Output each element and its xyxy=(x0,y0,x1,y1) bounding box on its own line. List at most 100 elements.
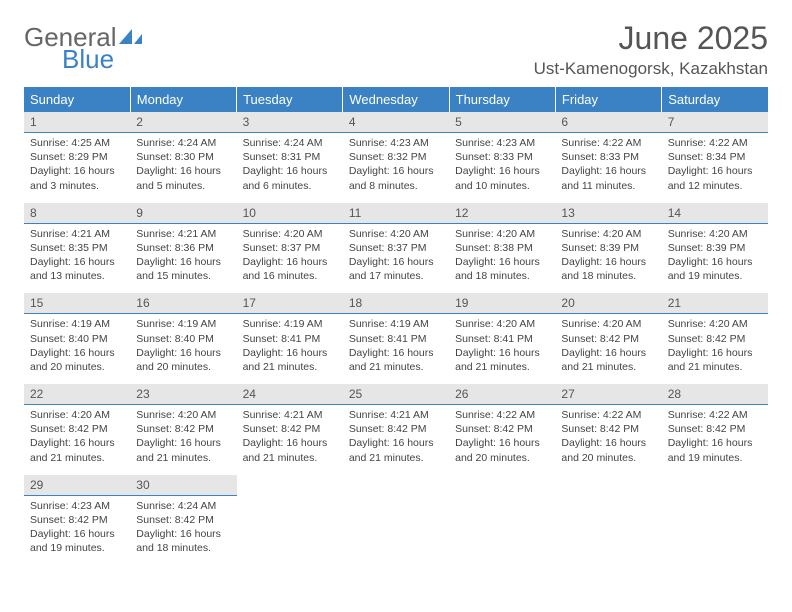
sunrise-line: Sunrise: 4:22 AM xyxy=(561,408,655,422)
sunset-line: Sunset: 8:42 PM xyxy=(30,422,124,436)
sunset-line: Sunset: 8:41 PM xyxy=(455,332,549,346)
weekday-header: Tuesday xyxy=(237,87,343,112)
calendar-cell: 20Sunrise: 4:20 AMSunset: 8:42 PMDayligh… xyxy=(555,293,661,384)
calendar-cell: 23Sunrise: 4:20 AMSunset: 8:42 PMDayligh… xyxy=(130,384,236,475)
day-details: Sunrise: 4:21 AMSunset: 8:35 PMDaylight:… xyxy=(24,224,130,294)
daylight-line: Daylight: 16 hours and 10 minutes. xyxy=(455,164,549,192)
sunset-line: Sunset: 8:42 PM xyxy=(668,332,762,346)
day-details: Sunrise: 4:22 AMSunset: 8:34 PMDaylight:… xyxy=(662,133,768,203)
sunrise-line: Sunrise: 4:22 AM xyxy=(561,136,655,150)
daylight-line: Daylight: 16 hours and 19 minutes. xyxy=(668,436,762,464)
calendar-row: 15Sunrise: 4:19 AMSunset: 8:40 PMDayligh… xyxy=(24,293,768,384)
sunset-line: Sunset: 8:40 PM xyxy=(30,332,124,346)
month-title: June 2025 xyxy=(534,20,768,57)
sunrise-line: Sunrise: 4:19 AM xyxy=(349,317,443,331)
daylight-line: Daylight: 16 hours and 21 minutes. xyxy=(349,436,443,464)
day-number: 6 xyxy=(555,112,661,133)
sunset-line: Sunset: 8:31 PM xyxy=(243,150,337,164)
sunrise-line: Sunrise: 4:19 AM xyxy=(30,317,124,331)
calendar-cell: 18Sunrise: 4:19 AMSunset: 8:41 PMDayligh… xyxy=(343,293,449,384)
daylight-line: Daylight: 16 hours and 18 minutes. xyxy=(455,255,549,283)
day-details: Sunrise: 4:23 AMSunset: 8:33 PMDaylight:… xyxy=(449,133,555,203)
daylight-line: Daylight: 16 hours and 17 minutes. xyxy=(349,255,443,283)
day-number: 17 xyxy=(237,293,343,314)
calendar-cell: 4Sunrise: 4:23 AMSunset: 8:32 PMDaylight… xyxy=(343,112,449,203)
sunrise-line: Sunrise: 4:21 AM xyxy=(136,227,230,241)
calendar-cell: 28Sunrise: 4:22 AMSunset: 8:42 PMDayligh… xyxy=(662,384,768,475)
day-number: 21 xyxy=(662,293,768,314)
day-number: 14 xyxy=(662,203,768,224)
daylight-line: Daylight: 16 hours and 18 minutes. xyxy=(136,527,230,555)
day-number: 30 xyxy=(130,475,236,496)
daylight-line: Daylight: 16 hours and 19 minutes. xyxy=(30,527,124,555)
daylight-line: Daylight: 16 hours and 21 minutes. xyxy=(243,436,337,464)
day-number: 29 xyxy=(24,475,130,496)
weekday-header: Thursday xyxy=(449,87,555,112)
calendar-cell: 11Sunrise: 4:20 AMSunset: 8:37 PMDayligh… xyxy=(343,203,449,294)
sunset-line: Sunset: 8:33 PM xyxy=(561,150,655,164)
daylight-line: Daylight: 16 hours and 20 minutes. xyxy=(136,346,230,374)
calendar-cell: 12Sunrise: 4:20 AMSunset: 8:38 PMDayligh… xyxy=(449,203,555,294)
day-details: Sunrise: 4:20 AMSunset: 8:41 PMDaylight:… xyxy=(449,314,555,384)
day-details: Sunrise: 4:21 AMSunset: 8:42 PMDaylight:… xyxy=(343,405,449,475)
calendar-cell: 25Sunrise: 4:21 AMSunset: 8:42 PMDayligh… xyxy=(343,384,449,475)
day-number: 16 xyxy=(130,293,236,314)
day-details: Sunrise: 4:20 AMSunset: 8:39 PMDaylight:… xyxy=(662,224,768,294)
sunset-line: Sunset: 8:42 PM xyxy=(561,332,655,346)
sunrise-line: Sunrise: 4:22 AM xyxy=(668,408,762,422)
day-number: 10 xyxy=(237,203,343,224)
day-number: 22 xyxy=(24,384,130,405)
day-number: 11 xyxy=(343,203,449,224)
day-details: Sunrise: 4:19 AMSunset: 8:41 PMDaylight:… xyxy=(343,314,449,384)
day-details: Sunrise: 4:25 AMSunset: 8:29 PMDaylight:… xyxy=(24,133,130,203)
calendar-row: 1Sunrise: 4:25 AMSunset: 8:29 PMDaylight… xyxy=(24,112,768,203)
calendar-cell xyxy=(662,475,768,566)
weekday-header: Saturday xyxy=(662,87,768,112)
sunset-line: Sunset: 8:30 PM xyxy=(136,150,230,164)
daylight-line: Daylight: 16 hours and 16 minutes. xyxy=(243,255,337,283)
day-number: 15 xyxy=(24,293,130,314)
day-details: Sunrise: 4:20 AMSunset: 8:42 PMDaylight:… xyxy=(130,405,236,475)
calendar-cell xyxy=(449,475,555,566)
day-details: Sunrise: 4:22 AMSunset: 8:33 PMDaylight:… xyxy=(555,133,661,203)
calendar-cell: 24Sunrise: 4:21 AMSunset: 8:42 PMDayligh… xyxy=(237,384,343,475)
day-number: 7 xyxy=(662,112,768,133)
day-number: 2 xyxy=(130,112,236,133)
sunset-line: Sunset: 8:34 PM xyxy=(668,150,762,164)
day-number: 28 xyxy=(662,384,768,405)
day-number: 13 xyxy=(555,203,661,224)
day-details: Sunrise: 4:20 AMSunset: 8:42 PMDaylight:… xyxy=(24,405,130,475)
sunrise-line: Sunrise: 4:20 AM xyxy=(561,317,655,331)
sunrise-line: Sunrise: 4:20 AM xyxy=(243,227,337,241)
day-details: Sunrise: 4:24 AMSunset: 8:31 PMDaylight:… xyxy=(237,133,343,203)
daylight-line: Daylight: 16 hours and 11 minutes. xyxy=(561,164,655,192)
calendar-cell: 3Sunrise: 4:24 AMSunset: 8:31 PMDaylight… xyxy=(237,112,343,203)
daylight-line: Daylight: 16 hours and 6 minutes. xyxy=(243,164,337,192)
calendar-cell: 21Sunrise: 4:20 AMSunset: 8:42 PMDayligh… xyxy=(662,293,768,384)
calendar-body: 1Sunrise: 4:25 AMSunset: 8:29 PMDaylight… xyxy=(24,112,768,565)
calendar-cell: 19Sunrise: 4:20 AMSunset: 8:41 PMDayligh… xyxy=(449,293,555,384)
day-number: 24 xyxy=(237,384,343,405)
day-number: 18 xyxy=(343,293,449,314)
sunset-line: Sunset: 8:42 PM xyxy=(136,513,230,527)
sunrise-line: Sunrise: 4:20 AM xyxy=(561,227,655,241)
calendar-cell: 22Sunrise: 4:20 AMSunset: 8:42 PMDayligh… xyxy=(24,384,130,475)
calendar-header-row: SundayMondayTuesdayWednesdayThursdayFrid… xyxy=(24,87,768,112)
logo: GeneralBlue xyxy=(24,24,143,72)
weekday-header: Sunday xyxy=(24,87,130,112)
calendar-cell: 13Sunrise: 4:20 AMSunset: 8:39 PMDayligh… xyxy=(555,203,661,294)
calendar-cell: 17Sunrise: 4:19 AMSunset: 8:41 PMDayligh… xyxy=(237,293,343,384)
day-details: Sunrise: 4:24 AMSunset: 8:42 PMDaylight:… xyxy=(130,496,236,566)
daylight-line: Daylight: 16 hours and 21 minutes. xyxy=(243,346,337,374)
day-number: 20 xyxy=(555,293,661,314)
calendar-cell: 29Sunrise: 4:23 AMSunset: 8:42 PMDayligh… xyxy=(24,475,130,566)
day-details: Sunrise: 4:20 AMSunset: 8:37 PMDaylight:… xyxy=(343,224,449,294)
sunset-line: Sunset: 8:32 PM xyxy=(349,150,443,164)
calendar-cell: 27Sunrise: 4:22 AMSunset: 8:42 PMDayligh… xyxy=(555,384,661,475)
calendar-row: 29Sunrise: 4:23 AMSunset: 8:42 PMDayligh… xyxy=(24,475,768,566)
sunrise-line: Sunrise: 4:21 AM xyxy=(30,227,124,241)
daylight-line: Daylight: 16 hours and 20 minutes. xyxy=(455,436,549,464)
sunset-line: Sunset: 8:35 PM xyxy=(30,241,124,255)
sunset-line: Sunset: 8:37 PM xyxy=(243,241,337,255)
day-details: Sunrise: 4:20 AMSunset: 8:37 PMDaylight:… xyxy=(237,224,343,294)
